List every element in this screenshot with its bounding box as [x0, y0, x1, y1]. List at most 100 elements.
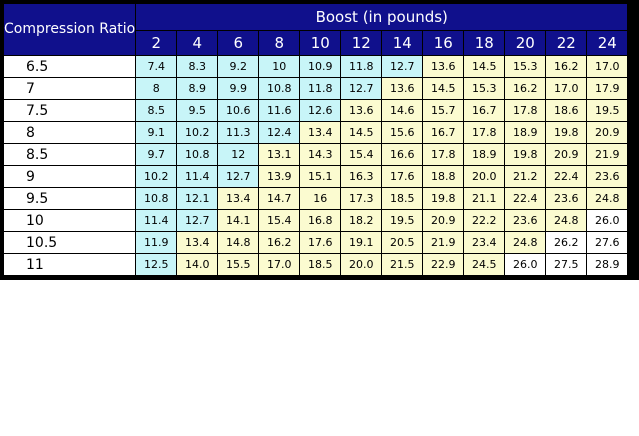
table-cell: 11.4	[136, 210, 177, 231]
table-cell: 17.3	[341, 188, 382, 209]
table-cell: 15.1	[300, 166, 341, 187]
boost-column-header: 14	[382, 31, 423, 55]
table-cell: 15.6	[382, 122, 423, 143]
table-cell: 16.6	[382, 144, 423, 165]
table-cell: 8.5	[136, 100, 177, 121]
table-cell: 18.5	[382, 188, 423, 209]
table-row: 11 12.5 14.0 15.5 17.0 18.5 20.0 21.5 22.9 24.5 26…	[4, 254, 628, 275]
table-cell: 14.5	[423, 78, 464, 99]
table-cell: 15.4	[341, 144, 382, 165]
table-cell: 20.0	[341, 254, 382, 275]
boost-column-header-row: 2 4 6 8 10 12 14 16 18 20 22 24	[4, 31, 628, 55]
table-cell: 13.4	[177, 232, 218, 253]
table-cell: 18.9	[464, 144, 505, 165]
table-cell: 11.4	[177, 166, 218, 187]
table-cell: 14.1	[218, 210, 259, 231]
compression-ratio-label: 10.5	[4, 232, 136, 253]
table-cell: 13.4	[300, 122, 341, 143]
table-cell: 17.9	[587, 78, 628, 99]
table-cell: 17.0	[259, 254, 300, 275]
table-cell: 16.2	[505, 78, 546, 99]
table-cell: 20.9	[546, 144, 587, 165]
table-cell: 22.4	[505, 188, 546, 209]
table-cell: 9.9	[218, 78, 259, 99]
table-cell: 11.8	[341, 56, 382, 77]
table-cell: 10.2	[136, 166, 177, 187]
table-row: 9 10.2 11.4 12.7 13.9 15.1 16.3 17.6 18.8 20.0 21.…	[4, 166, 628, 187]
table-cell: 15.5	[218, 254, 259, 275]
boost-column-header: 22	[546, 31, 587, 55]
table-cell: 24.8	[546, 210, 587, 231]
boost-column-header: 10	[300, 31, 341, 55]
table-cell: 16.2	[259, 232, 300, 253]
table-cell: 13.6	[382, 78, 423, 99]
compression-ratio-label: 11	[4, 254, 136, 275]
table-cell: 10	[259, 56, 300, 77]
table-cell: 13.6	[423, 56, 464, 77]
table-cell: 10.8	[177, 144, 218, 165]
table-cell: 12.7	[177, 210, 218, 231]
table-cell: 12.7	[382, 56, 423, 77]
table-cell: 21.9	[423, 232, 464, 253]
table-cell: 19.8	[546, 122, 587, 143]
table-cell: 26.2	[546, 232, 587, 253]
table-row: 8 9.1 10.2 11.3 12.4 13.4 14.5 15.6 16.7 17.8 18.9…	[4, 122, 628, 143]
table-cell: 16.7	[423, 122, 464, 143]
table-cell: 19.5	[382, 210, 423, 231]
table-cell: 13.4	[218, 188, 259, 209]
table-cell: 12.7	[218, 166, 259, 187]
table-row: 9.5 10.8 12.1 13.4 14.7 16 17.3 18.5 19.8 21.1 22.…	[4, 188, 628, 209]
table-cell: 20.9	[587, 122, 628, 143]
table-cell: 21.2	[505, 166, 546, 187]
table-cell: 8.3	[177, 56, 218, 77]
table-cell: 22.2	[464, 210, 505, 231]
table-cell: 8	[136, 78, 177, 99]
table-cell: 14.5	[341, 122, 382, 143]
table-cell: 17.6	[382, 166, 423, 187]
table-cell: 16.2	[546, 56, 587, 77]
table-cell: 10.9	[300, 56, 341, 77]
boost-column-header: 12	[341, 31, 382, 55]
compression-ratio-label: 9.5	[4, 188, 136, 209]
table-cell: 10.8	[136, 188, 177, 209]
table-cell: 15.4	[259, 210, 300, 231]
table-cell: 12	[218, 144, 259, 165]
table-cell: 11.9	[136, 232, 177, 253]
table-cell: 27.5	[546, 254, 587, 275]
boost-column-header: 2	[136, 31, 177, 55]
table-cell: 17.0	[587, 56, 628, 77]
table-cell: 20.5	[382, 232, 423, 253]
table-cell: 24.8	[587, 188, 628, 209]
table-cell: 26.0	[505, 254, 546, 275]
table-cell: 14.3	[300, 144, 341, 165]
table-cell: 14.5	[464, 56, 505, 77]
table-cell: 18.9	[505, 122, 546, 143]
table-cell: 24.5	[464, 254, 505, 275]
table-cell: 15.7	[423, 100, 464, 121]
table-cell: 19.5	[587, 100, 628, 121]
table-cell: 23.4	[464, 232, 505, 253]
boost-header: Boost (in pounds)	[136, 4, 628, 30]
table-cell: 26.0	[587, 210, 628, 231]
table-cell: 9.7	[136, 144, 177, 165]
table-cell: 18.5	[300, 254, 341, 275]
table-cell: 16.7	[464, 100, 505, 121]
table-cell: 16	[300, 188, 341, 209]
boost-column-header: 18	[464, 31, 505, 55]
table-cell: 27.6	[587, 232, 628, 253]
table-cell: 13.6	[341, 100, 382, 121]
boost-column-header: 6	[218, 31, 259, 55]
table-cell: 10.8	[259, 78, 300, 99]
table-cell: 20.9	[423, 210, 464, 231]
table-cell: 12.4	[259, 122, 300, 143]
table-cell: 13.1	[259, 144, 300, 165]
table-cell: 21.1	[464, 188, 505, 209]
table-cell: 23.6	[587, 166, 628, 187]
compression-ratio-label: 8	[4, 122, 136, 143]
table-cell: 12.7	[341, 78, 382, 99]
table-row: 6.5 7.4 8.3 9.2 10 10.9 11.8 12.7 13.6 14.5 15.3 16…	[4, 56, 628, 77]
table-cell: 17.6	[300, 232, 341, 253]
table-cell: 20.0	[464, 166, 505, 187]
